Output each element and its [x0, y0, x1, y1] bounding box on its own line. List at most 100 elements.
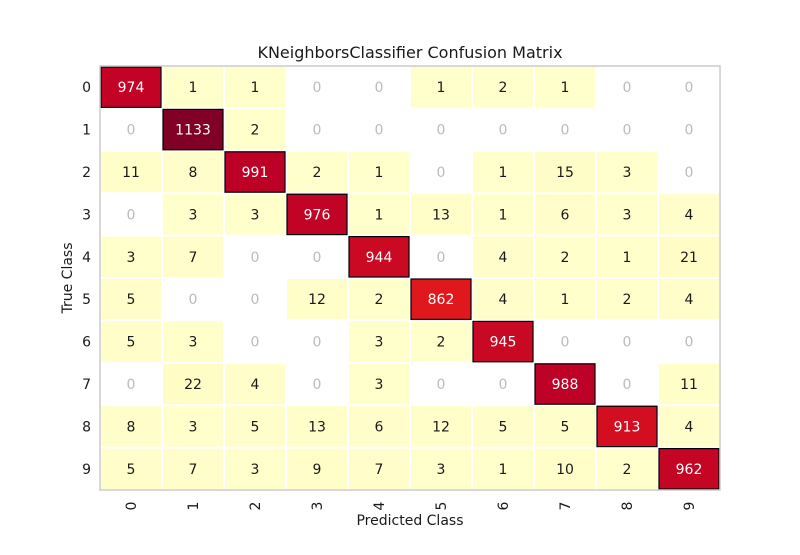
cell-value-r2-c1: 8 — [189, 165, 198, 181]
heatmap-cell-r1-c1 — [162, 108, 224, 151]
heatmap-cell-r7-c7 — [534, 363, 596, 405]
cell-value-r6-c4: 3 — [375, 335, 384, 351]
heatmap-cell-r3-c8 — [597, 194, 657, 235]
heatmap-cell-r8-c3 — [287, 406, 347, 447]
heatmap-cell-r6-c6 — [472, 320, 534, 363]
x-tick-1: 1 — [186, 502, 202, 511]
heatmap-cell-r6-c9 — [659, 321, 719, 362]
heatmap-cell-r7-c5 — [411, 363, 471, 405]
heatmap-cell-r2-c9 — [659, 151, 719, 193]
cell-value-r0-c8: 0 — [623, 80, 632, 96]
heatmap-cell-r1-c8 — [597, 109, 657, 150]
cell-value-r2-c0: 11 — [122, 165, 140, 181]
heatmap-cell-r2-c7 — [535, 151, 595, 193]
heatmap-cell-r3-c3 — [286, 193, 348, 236]
cell-value-r5-c7: 1 — [561, 292, 570, 308]
cell-value-r4-c7: 2 — [561, 250, 570, 266]
x-tick-2: 2 — [248, 502, 264, 511]
cell-value-r2-c7: 15 — [556, 165, 574, 181]
heatmap-cell-r4-c0 — [101, 236, 161, 277]
heatmap-cell-r1-c7 — [535, 109, 595, 150]
heatmap-cell-r7-c9 — [659, 363, 719, 405]
cell-value-r6-c9: 0 — [685, 335, 694, 351]
cell-value-r4-c6: 4 — [499, 250, 508, 266]
x-tick-6: 6 — [496, 501, 512, 510]
cell-value-r8-c2: 5 — [251, 419, 260, 435]
y-tick-3: 3 — [82, 207, 91, 223]
heatmap-cell-r8-c6 — [473, 406, 533, 447]
heatmap-cell-r2-c6 — [473, 151, 533, 193]
y-tick-2: 2 — [82, 165, 91, 181]
x-axis-label: Predicted Class — [356, 513, 463, 529]
y-tick-9: 9 — [82, 462, 91, 478]
heatmap-cell-r9-c1 — [163, 448, 223, 489]
cell-value-r5-c5: 862 — [428, 292, 455, 308]
heatmap-cell-r0-c5 — [411, 67, 471, 108]
heatmap-cell-r4-c5 — [411, 236, 471, 277]
cell-value-r6-c8: 0 — [623, 335, 632, 351]
heatmap-cell-r1-c6 — [473, 109, 533, 150]
heatmap-cell-r0-c4 — [349, 67, 409, 108]
cell-value-r6-c2: 0 — [251, 335, 260, 351]
heatmap-cell-r2-c5 — [411, 151, 471, 193]
heatmap-cell-r1-c0 — [101, 109, 161, 150]
heatmap-cell-r6-c2 — [225, 321, 285, 362]
cell-value-r4-c0: 3 — [127, 250, 136, 266]
cell-value-r6-c1: 3 — [189, 335, 198, 351]
heatmap-cell-r0-c0 — [100, 66, 162, 109]
cell-value-r1-c4: 0 — [375, 123, 384, 139]
cell-value-r1-c7: 0 — [561, 123, 570, 139]
cell-value-r4-c2: 0 — [251, 250, 260, 266]
heatmap-cell-r4-c6 — [473, 236, 533, 277]
heatmap-cell-r6-c0 — [101, 321, 161, 362]
heatmap-cell-r7-c4 — [349, 363, 409, 405]
heatmap-cell-r9-c5 — [411, 448, 471, 489]
cell-value-r9-c4: 7 — [375, 462, 384, 478]
cell-value-r1-c0: 0 — [127, 123, 136, 139]
heatmap-cell-r6-c8 — [597, 321, 657, 362]
x-tick-0: 0 — [124, 502, 140, 511]
heatmap-cell-r9-c7 — [535, 448, 595, 489]
cell-value-r5-c3: 12 — [308, 292, 326, 308]
heatmap-cell-r4-c8 — [597, 236, 657, 277]
cell-value-r4-c1: 7 — [189, 250, 198, 266]
heatmap-cell-r6-c1 — [163, 321, 223, 362]
cell-value-r9-c6: 1 — [499, 462, 508, 478]
cell-value-r4-c9: 21 — [680, 250, 698, 266]
cell-value-r8-c5: 12 — [432, 419, 450, 435]
cell-value-r2-c5: 0 — [437, 165, 446, 181]
heatmap-cell-r1-c5 — [411, 109, 471, 150]
heatmap-cell-r0-c7 — [535, 67, 595, 108]
heatmap-cell-r5-c8 — [597, 279, 657, 320]
cell-value-r5-c9: 4 — [685, 292, 694, 308]
heatmap-cell-r4-c4 — [348, 236, 410, 278]
heatmap-cell-r9-c6 — [473, 448, 533, 489]
heatmap-cell-r7-c2 — [225, 363, 285, 405]
heatmap-cell-r5-c7 — [535, 279, 595, 320]
heatmap-cell-r5-c3 — [287, 279, 347, 320]
cell-value-r9-c8: 2 — [623, 462, 632, 478]
heatmap-cell-r8-c1 — [163, 406, 223, 447]
cell-value-r0-c4: 0 — [375, 80, 384, 96]
cell-value-r1-c8: 0 — [623, 123, 632, 139]
heatmap-cell-r5-c0 — [101, 279, 161, 320]
heatmap-cell-r6-c4 — [349, 321, 409, 362]
heatmap-cell-r0-c8 — [597, 67, 657, 108]
cell-value-r1-c2: 2 — [251, 123, 260, 139]
cell-value-r7-c3: 0 — [313, 377, 322, 393]
cell-value-r1-c5: 0 — [437, 123, 446, 139]
cell-value-r8-c4: 6 — [375, 419, 384, 435]
cell-value-r0-c6: 2 — [499, 80, 508, 96]
heatmap-cell-r6-c3 — [287, 321, 347, 362]
cell-value-r0-c5: 1 — [437, 80, 446, 96]
cell-value-r7-c7: 988 — [552, 377, 579, 393]
cell-value-r8-c7: 5 — [561, 419, 570, 435]
y-tick-4: 4 — [82, 250, 91, 266]
cell-value-r0-c0: 974 — [118, 80, 145, 96]
heatmap-cell-r7-c0 — [101, 363, 161, 405]
cell-value-r0-c3: 0 — [313, 80, 322, 96]
cell-value-r5-c8: 2 — [623, 292, 632, 308]
heatmap-cells — [100, 66, 720, 490]
cell-value-r2-c4: 1 — [375, 165, 384, 181]
